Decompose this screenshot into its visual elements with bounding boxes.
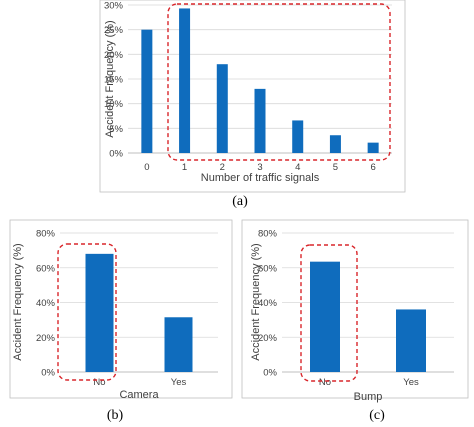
bar xyxy=(85,253,114,372)
y-tick-label: 80% xyxy=(36,229,56,240)
bar xyxy=(396,309,426,372)
x-tick-label: Yes xyxy=(403,377,419,388)
y-tick-label: 60% xyxy=(36,263,56,274)
chart-frame xyxy=(99,0,406,193)
y-tick-label: 30% xyxy=(104,1,124,12)
x-tick-label: 0 xyxy=(144,162,149,173)
x-tick-label: 6 xyxy=(370,162,375,173)
figure-caption: (a) xyxy=(232,194,248,209)
x-tick-label: 4 xyxy=(295,162,300,173)
y-tick-label: 10% xyxy=(104,99,124,110)
y-tick-label: 60% xyxy=(258,263,278,274)
figure-caption: (b) xyxy=(107,408,124,423)
figure-caption: (c) xyxy=(369,408,385,423)
bar xyxy=(164,317,193,372)
x-tick-label: No xyxy=(319,377,331,388)
y-axis-title: Accident Frequency (%) xyxy=(250,243,262,360)
bar xyxy=(310,261,340,372)
y-tick-label: 20% xyxy=(258,333,278,344)
x-tick-label: 5 xyxy=(333,162,338,173)
y-tick-label: 5% xyxy=(109,124,123,135)
y-axis-title: Accident Frequency (%) xyxy=(12,243,24,360)
x-tick-label: 2 xyxy=(220,162,225,173)
y-tick-label: 15% xyxy=(104,75,124,86)
y-tick-label: 40% xyxy=(36,298,56,309)
x-axis-title: Bump xyxy=(354,391,383,403)
y-tick-label: 0% xyxy=(41,368,55,379)
y-tick-label: 20% xyxy=(36,333,56,344)
y-tick-label: 25% xyxy=(104,25,124,36)
x-tick-label: 1 xyxy=(182,162,187,173)
chart-b: 0% 20% 40% 60% 80% No Yes Accident Frequency (%… xyxy=(9,219,233,423)
bar xyxy=(254,88,266,153)
chart-c: 0% 20% 40% 60% 80% No Yes Accident Frequency (%… xyxy=(241,219,469,423)
highlight-box xyxy=(300,244,358,382)
bar xyxy=(179,8,191,153)
x-axis-title: Number of traffic signals xyxy=(201,172,320,184)
y-tick-label: 80% xyxy=(258,229,278,240)
x-tick-label: Yes xyxy=(171,377,187,388)
y-axis-title: Accident Frequency (%) xyxy=(104,20,116,137)
y-tick-label: 20% xyxy=(104,50,124,61)
chart-frame xyxy=(9,219,233,399)
bar xyxy=(367,142,379,153)
y-tick-label: 0% xyxy=(263,368,277,379)
y-tick-label: 0% xyxy=(109,149,123,160)
bar xyxy=(216,64,228,153)
chart-a: 0% 5% 10% 15% 20% 25% 30% 0 1 2 3 4 5 6 Accident Frequ… xyxy=(99,0,406,209)
highlight-box xyxy=(167,3,391,161)
x-tick-label: No xyxy=(93,377,105,388)
x-axis-title: Camera xyxy=(119,389,159,401)
y-tick-label: 40% xyxy=(258,298,278,309)
x-tick-label: 3 xyxy=(257,162,262,173)
highlight-box xyxy=(57,243,117,381)
bar xyxy=(141,29,153,154)
chart-frame xyxy=(241,219,469,399)
bar xyxy=(292,120,304,153)
bar xyxy=(329,135,341,153)
